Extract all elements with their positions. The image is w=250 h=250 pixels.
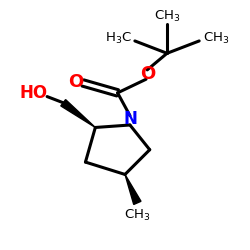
Text: CH$_3$: CH$_3$ — [154, 9, 180, 24]
Text: N: N — [123, 110, 137, 128]
Text: CH$_3$: CH$_3$ — [203, 31, 230, 46]
Polygon shape — [61, 100, 95, 128]
Text: O: O — [68, 73, 84, 91]
Polygon shape — [125, 174, 141, 204]
Text: O: O — [140, 65, 156, 83]
Text: HO: HO — [20, 84, 48, 102]
Text: H$_3$C: H$_3$C — [105, 31, 132, 46]
Text: CH$_3$: CH$_3$ — [124, 208, 150, 223]
